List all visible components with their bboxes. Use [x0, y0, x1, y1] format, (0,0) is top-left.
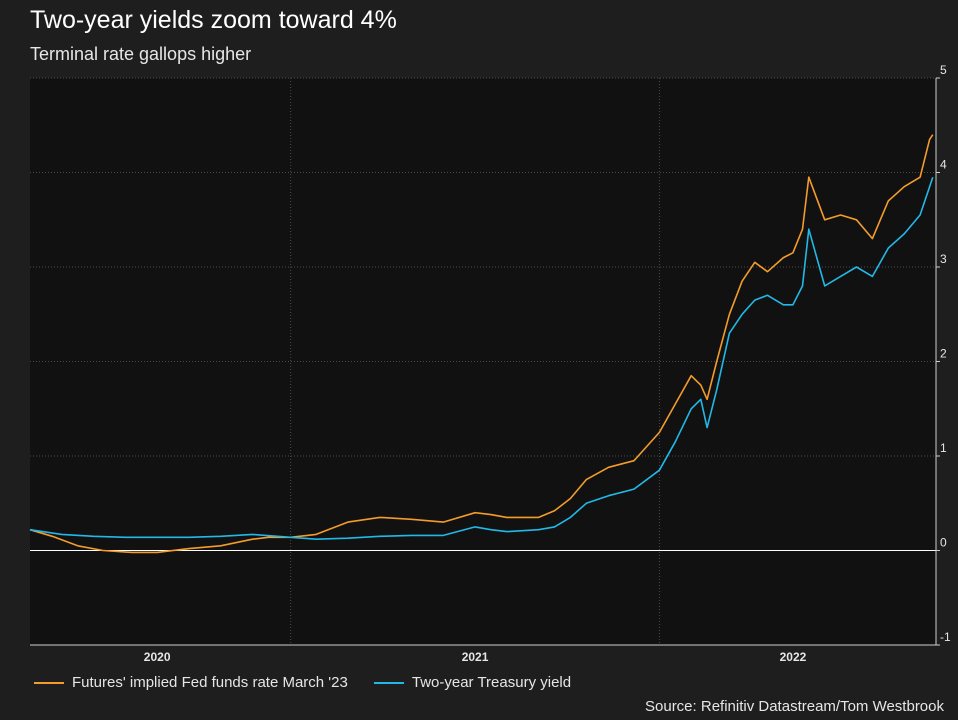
- y-tick-label: 3: [940, 252, 947, 266]
- gridlines: [30, 77, 936, 646]
- series-line-fed-funds: [29, 134, 934, 554]
- chart-title: Two-year yields zoom toward 4%: [30, 6, 397, 34]
- legend-item-fed-funds: Futures' implied Fed funds rate March '2…: [34, 674, 348, 691]
- x-axis: 2020 2021 2022: [30, 644, 936, 664]
- legend-label-fed-funds: Futures' implied Fed funds rate March '2…: [72, 674, 348, 691]
- legend-item-treasury: Two-year Treasury yield: [373, 674, 572, 691]
- chart-subtitle: Terminal rate gallops higher: [30, 44, 252, 64]
- y-tick-label: 5: [940, 63, 947, 77]
- legend-swatch-fed-funds: [34, 681, 64, 684]
- legend-swatch-treasury: [373, 681, 404, 684]
- y-axis: -1 0 1 2 3 4 5: [935, 63, 951, 646]
- y-tick-label: 2: [940, 347, 947, 361]
- legend-label-treasury: Two-year Treasury yield: [411, 674, 572, 691]
- series-layer: [29, 134, 934, 554]
- y-tick-label: 4: [940, 158, 947, 172]
- x-tick-label: 2022: [780, 650, 807, 664]
- source-note: Source: Refinitiv Datastream/Tom Westbro…: [645, 698, 944, 715]
- y-tick-label: 1: [940, 441, 947, 455]
- series-line-treasury: [29, 176, 934, 540]
- x-tick-label: 2021: [462, 650, 489, 664]
- legend: Futures' implied Fed funds rate March '2…: [34, 674, 597, 691]
- y-tick-label: 0: [940, 536, 947, 550]
- y-tick-label: -1: [940, 630, 951, 644]
- x-tick-label: 2020: [144, 650, 171, 664]
